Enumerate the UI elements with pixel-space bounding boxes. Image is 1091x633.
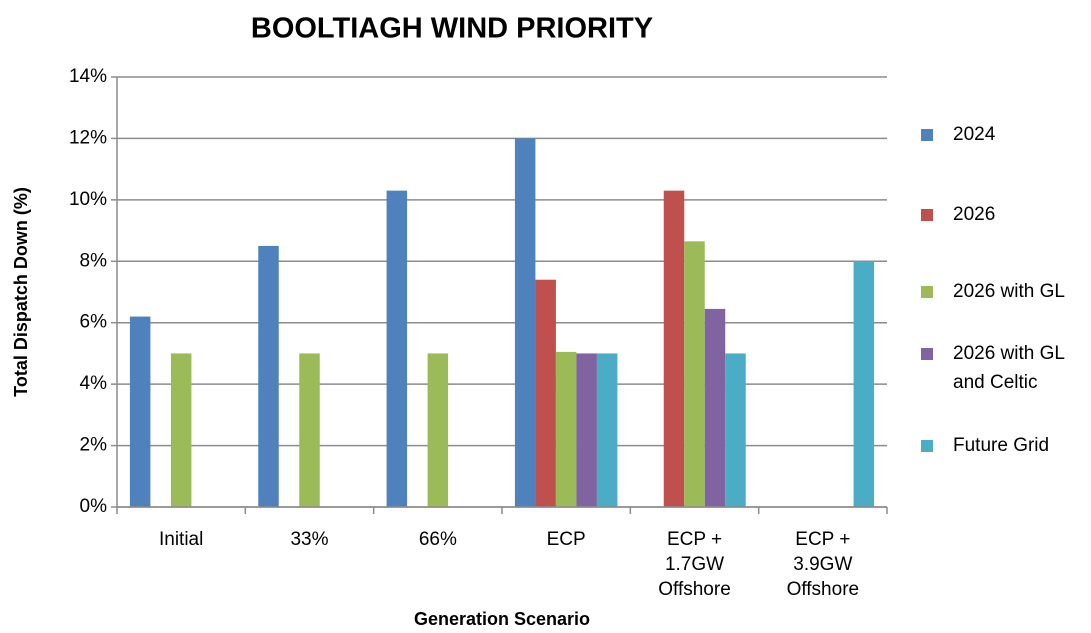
y-tick-label: 10% (69, 189, 107, 210)
chart-title: BOOLTIAGH WIND PRIORITY (251, 13, 653, 45)
x-tick-label: Initial (159, 529, 203, 550)
legend-swatch (921, 348, 933, 360)
x-tick-label: 66% (419, 529, 457, 550)
y-tick-label: 6% (80, 312, 108, 333)
bar (596, 353, 618, 507)
bar (129, 316, 151, 507)
bar (853, 261, 875, 507)
bar (576, 353, 597, 507)
x-tick-label: ECP +1.7GW Offshore (658, 529, 731, 600)
y-axis-label: Total Dispatch Down (%) (11, 187, 31, 397)
y-tick-label: 8% (80, 250, 108, 271)
legend-label: 2026 with GL (953, 281, 1065, 302)
bar (427, 353, 449, 507)
y-tick-label: 2% (80, 435, 108, 456)
legend-swatch (921, 209, 933, 221)
x-tick-label: 33% (290, 529, 328, 550)
legend-label: Future Grid (953, 435, 1049, 456)
bar (299, 353, 320, 507)
y-tick-label: 14% (69, 66, 107, 87)
bar (535, 279, 556, 507)
bar (555, 351, 577, 507)
legend-label: 2026 (953, 204, 995, 225)
legend-swatch (921, 286, 933, 298)
bar (170, 353, 192, 507)
legend-label: 2024 (953, 124, 996, 145)
bar (684, 241, 705, 508)
legend-swatch (921, 129, 933, 141)
legend-swatch (921, 440, 933, 452)
bar (386, 190, 408, 507)
y-tick-label: 12% (69, 127, 107, 148)
x-tick-label: ECP (547, 529, 586, 550)
bar (704, 308, 726, 507)
x-tick-label: ECP +3.9GW Offshore (787, 529, 860, 600)
y-tick-label: 0% (80, 496, 108, 517)
y-tick-label: 4% (80, 373, 108, 394)
bar (725, 353, 746, 507)
bar (514, 138, 536, 507)
x-axis-label: Generation Scenario (414, 609, 590, 629)
bar (663, 190, 685, 507)
legend-label: 2026 with GL and Celtic (953, 343, 1065, 393)
bar (258, 245, 279, 507)
